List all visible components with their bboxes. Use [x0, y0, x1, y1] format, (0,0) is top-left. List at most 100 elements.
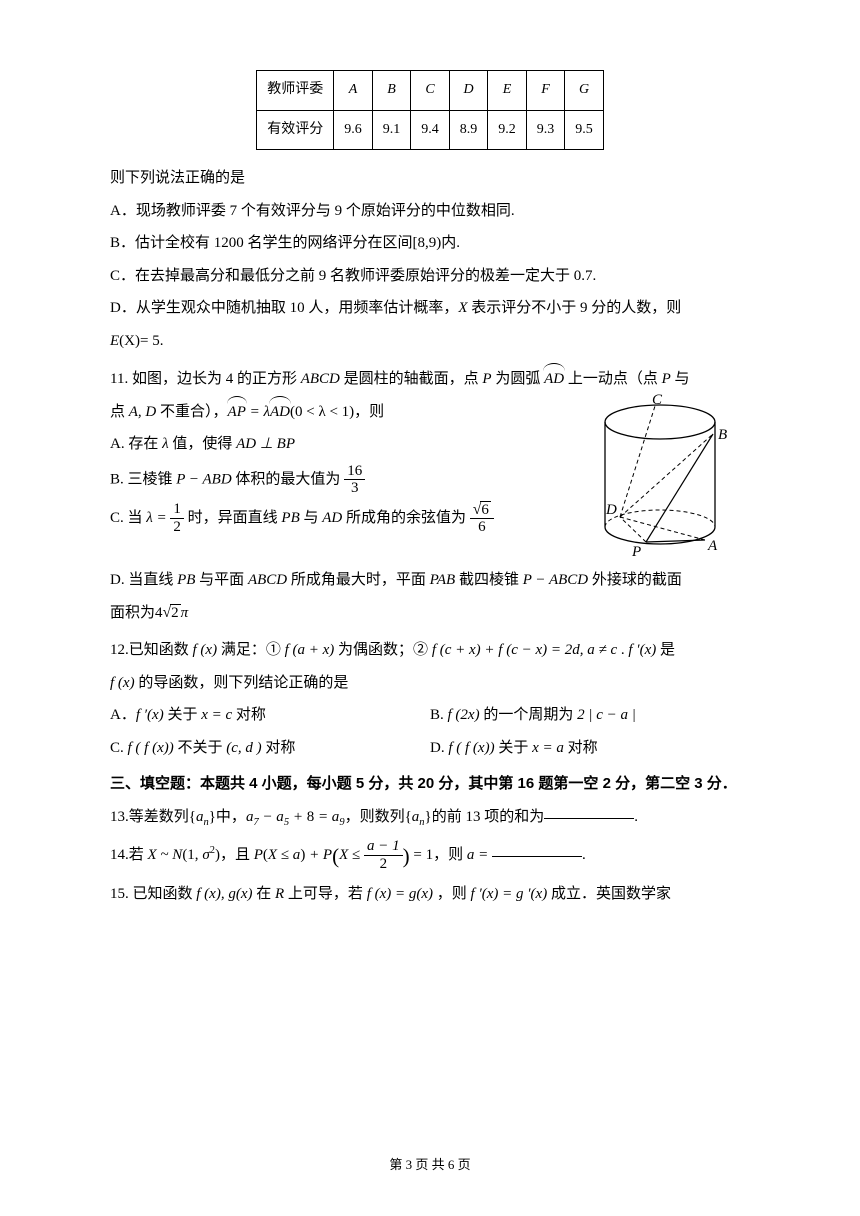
text: = 5	[140, 333, 160, 349]
PAB: PAB	[430, 572, 456, 588]
period: .	[582, 847, 586, 863]
dist: X ~ N(1, σ2)	[148, 847, 220, 863]
text: 的前 13 项的和为	[432, 809, 545, 825]
PB: PB	[281, 510, 299, 526]
text: 上可导，若	[284, 886, 367, 902]
q14: 14.若 X ~ N(1, σ2)，且 P(X ≤ a) + P(X ≤ a −…	[110, 837, 750, 877]
text: B．估计全校有 1200 名学生的网络评分在区间	[110, 235, 413, 251]
set-an: {an}	[189, 809, 216, 825]
score-cell: 9.3	[526, 110, 565, 150]
text: 是	[656, 642, 675, 658]
q10-option-B: B．估计全校有 1200 名学生的网络评分在区间[8,9)内.	[110, 229, 750, 258]
table-row: 教师评委 A B C D E F G	[257, 71, 604, 111]
text: 中，	[216, 809, 246, 825]
text: 为偶函数；②	[334, 642, 432, 658]
numerator: 6	[470, 501, 494, 520]
text: D.	[430, 740, 448, 756]
fprime: f ′(x)	[628, 642, 656, 658]
text: 在	[252, 886, 275, 902]
text: C. 当	[110, 510, 146, 526]
text: 表示评分不小于 9 分的人数，则	[468, 300, 682, 316]
text: A. 存在	[110, 436, 162, 452]
q10-stem: 则下列说法正确的是	[110, 164, 750, 193]
q10-option-A: A．现场教师评委 7 个有效评分与 9 个原始评分的中位数相同.	[110, 197, 750, 226]
text: 为圆弧	[492, 371, 545, 387]
text: 与平面	[195, 572, 248, 588]
text: B. 三棱锥	[110, 471, 176, 487]
text: 与	[671, 371, 690, 387]
text: ，且	[220, 847, 254, 863]
arc-AD2: AD	[270, 398, 290, 427]
text: B.	[430, 707, 448, 723]
text: ，则数列	[345, 809, 405, 825]
col-header: G	[565, 71, 604, 111]
table-row: 有效评分 9.6 9.1 9.4 8.9 9.2 9.3 9.5	[257, 110, 604, 150]
period: .	[160, 333, 164, 349]
sum-eq: f (c + x) + f (c − x) = 2d, a ≠ c	[432, 642, 617, 658]
text: 上一动点（点	[564, 371, 662, 387]
col-header: F	[526, 71, 565, 111]
col-header: B	[372, 71, 411, 111]
text: C.	[110, 740, 128, 756]
q12-stem-line2: f (x) 的导函数，则下列结论正确的是	[110, 669, 750, 698]
text: (X)	[119, 333, 140, 349]
numerator: 1	[170, 501, 184, 519]
text: ，则	[433, 847, 467, 863]
fraction-half: 12	[170, 501, 184, 535]
PB: PB	[177, 572, 195, 588]
q12-option-A: A．f ′(x) 关于 x = c 对称	[110, 701, 430, 730]
text: 所成角最大时，平面	[287, 572, 430, 588]
fraction-sqrt6-6: 66	[470, 501, 494, 536]
denominator: 6	[470, 519, 494, 536]
cylinder-diagram: C B D A P	[570, 392, 750, 562]
a-eq: a =	[467, 847, 492, 863]
label-P: P	[631, 544, 641, 560]
numerator: 16	[344, 463, 365, 481]
text: 的一个周期为	[480, 707, 578, 723]
text: 12.已知函数	[110, 642, 193, 658]
ABCD: ABCD	[301, 371, 340, 387]
text: 时，异面直线	[184, 510, 282, 526]
score-cell: 9.2	[488, 110, 527, 150]
f2x: f (2x)	[448, 707, 480, 723]
text: 13.等差数列	[110, 809, 189, 825]
q10-option-D: D．从学生观众中随机抽取 10 人，用频率估计概率，X 表示评分不小于 9 分的…	[110, 294, 750, 323]
text: 截四棱锥	[455, 572, 523, 588]
label-C: C	[652, 392, 663, 408]
q13: 13.等差数列{an}中，a7 − a5 + 8 = a9，则数列{an}的前 …	[110, 803, 750, 833]
blank-input[interactable]	[492, 856, 582, 857]
fx: f (x)	[193, 642, 218, 658]
AD: A, D	[129, 404, 157, 420]
radicand: 2	[170, 604, 181, 621]
col-header: D	[449, 71, 488, 111]
section-3-title: 三、填空题：本题共 4 小题，每小题 5 分，共 20 分，其中第 16 题第一…	[110, 770, 750, 799]
period: 2 | c − a |	[577, 707, 636, 723]
text: 点	[110, 404, 129, 420]
q12-options-row2: C. f ( f (x)) 不关于 (c, d ) 对称 D. f ( f (x…	[110, 734, 750, 763]
interval: [8,9)	[413, 235, 442, 251]
lambda-eq: λ =	[146, 510, 170, 526]
text: D. 当直线	[110, 572, 177, 588]
eq2: f ′(x) = g ′(x)	[471, 886, 548, 902]
score-cell: 8.9	[449, 110, 488, 150]
text: 14.若	[110, 847, 148, 863]
blank-input[interactable]	[544, 818, 634, 819]
denominator: 2	[364, 856, 403, 873]
R: R	[275, 886, 284, 902]
col-header: E	[488, 71, 527, 111]
pi: π	[181, 605, 189, 621]
q10-option-D-line2: E(X)= 5.	[110, 327, 750, 356]
Xle: X ≤	[339, 847, 364, 863]
q11-option-D-line2: 面积为42π	[110, 598, 750, 628]
fxgx: f (x), g(x)	[196, 886, 252, 902]
text: .	[617, 642, 628, 658]
text: 关于	[495, 740, 533, 756]
ffx: f ( f (x))	[128, 740, 174, 756]
q11-option-D-line1: D. 当直线 PB 与平面 ABCD 所成角最大时，平面 PAB 截四棱锥 P …	[110, 566, 750, 595]
text: 不关于	[174, 740, 227, 756]
q15: 15. 已知函数 f (x), g(x) 在 R 上可导，若 f (x) = g…	[110, 880, 750, 909]
text: 内.	[441, 235, 460, 251]
PABCD: P − ABCD	[523, 572, 588, 588]
text: 11. 如图，边长为 4 的正方形	[110, 371, 301, 387]
col-header: C	[411, 71, 450, 111]
